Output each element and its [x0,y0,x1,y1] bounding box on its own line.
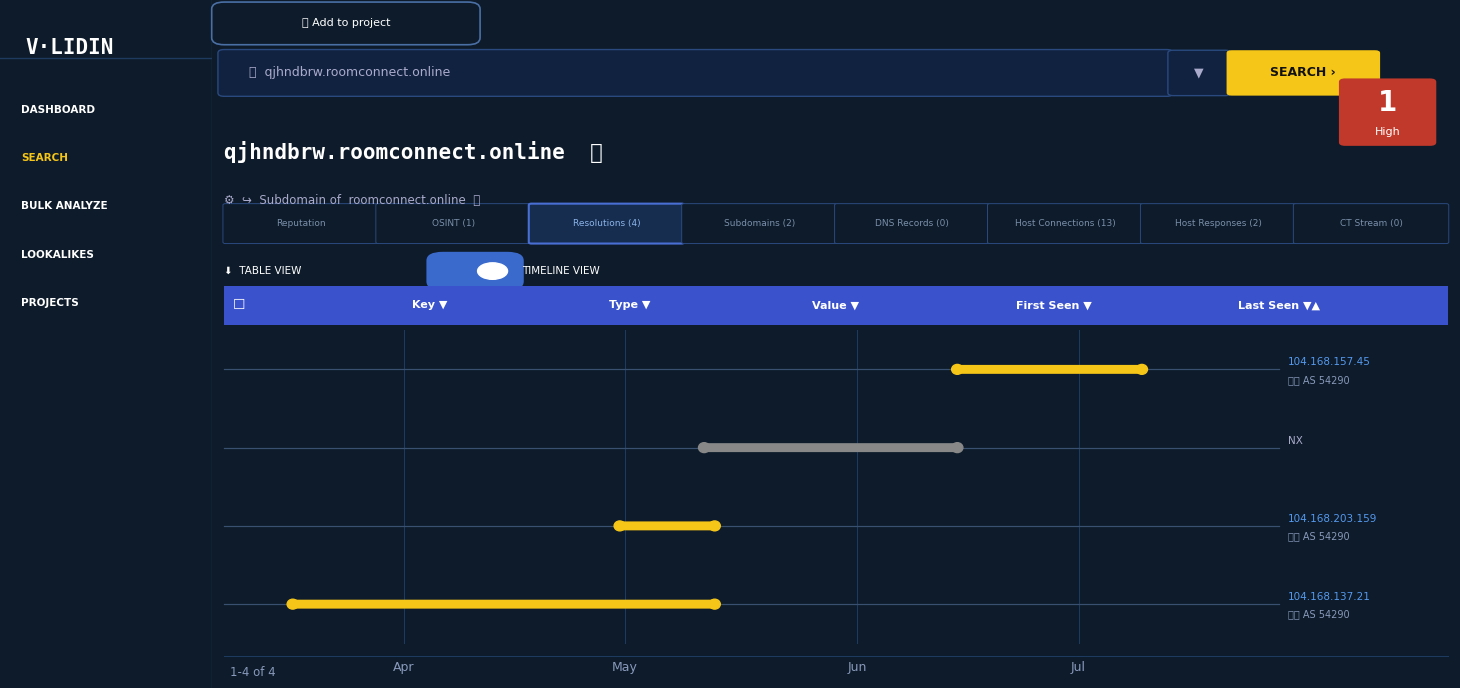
Text: 1-4 of 4: 1-4 of 4 [231,667,276,679]
Text: BULK ANALYZE: BULK ANALYZE [20,202,108,211]
FancyBboxPatch shape [375,204,531,244]
FancyBboxPatch shape [1294,204,1448,244]
Text: 🇺🇸 AS 54290: 🇺🇸 AS 54290 [1288,531,1349,541]
Text: TIMELINE VIEW: TIMELINE VIEW [523,266,600,276]
Text: qjhndbrw.roomconnect.online  📋: qjhndbrw.roomconnect.online 📋 [225,141,603,163]
FancyBboxPatch shape [835,204,990,244]
Text: SEARCH ›: SEARCH › [1270,67,1336,79]
FancyBboxPatch shape [682,204,837,244]
Text: NX: NX [1288,436,1302,446]
Ellipse shape [710,599,720,609]
Ellipse shape [952,365,964,374]
Text: Resolutions (4): Resolutions (4) [572,219,641,228]
Text: ☐: ☐ [234,299,245,312]
Text: Value ▼: Value ▼ [812,301,860,310]
Ellipse shape [615,521,625,531]
Text: 104.168.157.45: 104.168.157.45 [1288,358,1371,367]
FancyBboxPatch shape [702,443,959,452]
Text: 🇺🇸 AS 54290: 🇺🇸 AS 54290 [1288,610,1349,619]
Text: Last Seen ▼▲: Last Seen ▼▲ [1238,301,1320,310]
Text: Key ▼: Key ▼ [413,301,448,310]
Text: Type ▼: Type ▼ [609,301,651,310]
Text: Jul: Jul [1072,661,1086,674]
Text: 🇺🇸 AS 54290: 🇺🇸 AS 54290 [1288,375,1349,385]
FancyBboxPatch shape [218,50,1172,96]
Text: Apr: Apr [393,661,415,674]
Circle shape [477,263,508,279]
Text: 104.168.137.21: 104.168.137.21 [1288,592,1371,602]
Text: DASHBOARD: DASHBOARD [20,105,95,115]
Ellipse shape [952,442,964,453]
FancyBboxPatch shape [1226,50,1380,96]
Text: Jun: Jun [847,661,867,674]
FancyBboxPatch shape [1168,50,1231,96]
Ellipse shape [1136,365,1148,374]
FancyBboxPatch shape [955,365,1145,374]
Text: Reputation: Reputation [276,219,326,228]
FancyBboxPatch shape [223,204,378,244]
Text: Host Connections (13): Host Connections (13) [1015,219,1115,228]
Text: May: May [612,661,638,674]
FancyBboxPatch shape [426,252,524,290]
Text: SEARCH: SEARCH [20,153,69,163]
Text: 1: 1 [1378,89,1397,117]
Text: Host Responses (2): Host Responses (2) [1175,219,1261,228]
Text: ⬇  TABLE VIEW: ⬇ TABLE VIEW [225,266,302,276]
Text: 104.168.203.159: 104.168.203.159 [1288,514,1377,524]
Text: First Seen ▼: First Seen ▼ [1016,301,1092,310]
Text: Subdomains (2): Subdomains (2) [724,219,796,228]
Text: ⚙  ↪  Subdomain of  roomconnect.online  📋: ⚙ ↪ Subdomain of roomconnect.online 📋 [225,194,480,207]
FancyBboxPatch shape [212,2,480,45]
Text: PROJECTS: PROJECTS [20,298,79,308]
Text: ⭕ Add to project: ⭕ Add to project [302,19,390,28]
Text: High: High [1375,127,1400,136]
FancyBboxPatch shape [987,204,1143,244]
FancyBboxPatch shape [529,204,685,244]
Text: ▼: ▼ [1194,67,1204,79]
Text: CT Stream (0): CT Stream (0) [1340,219,1403,228]
Text: V·LIDIN: V·LIDIN [25,38,114,58]
FancyBboxPatch shape [1140,204,1296,244]
Text: LOOKALIKES: LOOKALIKES [20,250,93,259]
Ellipse shape [288,599,298,609]
Text: OSINT (1): OSINT (1) [432,219,474,228]
Text: 🔍  qjhndbrw.roomconnect.online: 🔍 qjhndbrw.roomconnect.online [250,67,450,79]
FancyBboxPatch shape [1339,78,1437,146]
FancyBboxPatch shape [618,522,717,530]
Text: DNS Records (0): DNS Records (0) [876,219,949,228]
FancyBboxPatch shape [291,600,717,609]
Ellipse shape [698,442,710,453]
Bar [225,286,1447,325]
Ellipse shape [710,521,720,531]
